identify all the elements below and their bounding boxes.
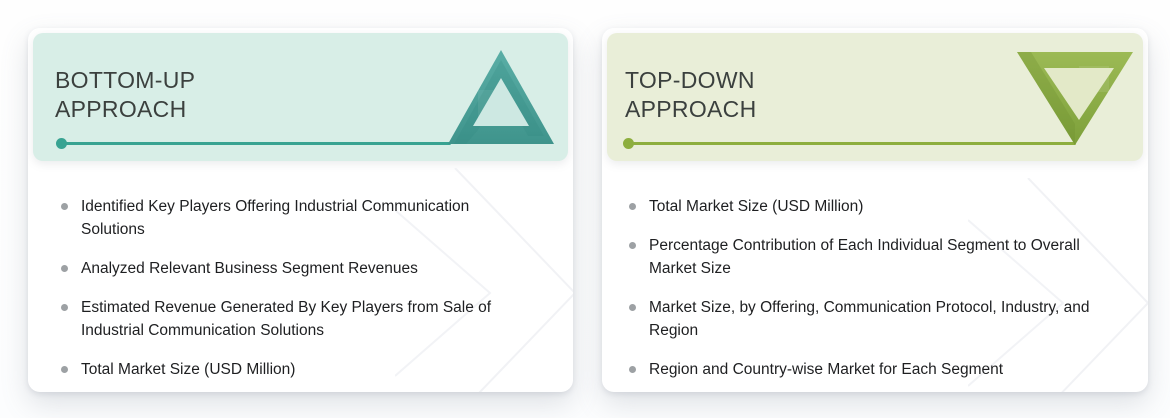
list-item: Total Market Size (USD Million) <box>61 358 513 381</box>
list-item-text: Identified Key Players Offering Industri… <box>81 198 470 238</box>
methodology-list: Identified Key Players Offering Industri… <box>61 195 513 392</box>
list-item-text: Percentage Contribution of Each Individu… <box>649 237 1080 277</box>
list-item-text: Market Size, by Offering, Communication … <box>649 299 1090 339</box>
list-item-text: Total Market Size (USD Million) <box>649 198 864 215</box>
bullet-dot-icon <box>61 265 68 272</box>
list-item: Region and Country-wise Market for Each … <box>629 358 1111 381</box>
list-item-text: Total Market Size (USD Million) <box>81 361 296 378</box>
bullet-dot-icon <box>629 366 636 373</box>
list-item: Total Market Size (USD Million) <box>629 195 1111 218</box>
list-item-text: Estimated Revenue Generated By Key Playe… <box>81 299 492 339</box>
top-down-header: TOP-DOWN APPROACH <box>607 33 1143 161</box>
list-item: Market Size, by Offering, Communication … <box>629 296 1111 342</box>
methodology-list: Total Market Size (USD Million) Percenta… <box>629 195 1111 392</box>
card-title-line2: APPROACH <box>55 96 187 122</box>
bullet-dot-icon <box>629 304 636 311</box>
triangle-up-icon <box>448 50 554 149</box>
timeline-line <box>61 142 451 145</box>
list-item-text: Region and Country-wise Market for Each … <box>649 361 1004 378</box>
bottom-up-card: BOTTOM-UP APPROACH Identif <box>28 28 573 392</box>
bullet-dot-icon <box>61 366 68 373</box>
card-title: TOP-DOWN APPROACH <box>625 66 756 124</box>
bullet-dot-icon <box>61 304 68 311</box>
list-item: Identified Key Players Offering Industri… <box>61 195 513 241</box>
bullet-dot-icon <box>61 203 68 210</box>
top-down-card: TOP-DOWN APPROACH Total Ma <box>602 28 1148 392</box>
bullet-dot-icon <box>629 203 636 210</box>
card-title-line2: APPROACH <box>625 96 757 122</box>
bottom-up-header: BOTTOM-UP APPROACH <box>33 33 568 161</box>
card-title: BOTTOM-UP APPROACH <box>55 66 195 124</box>
list-item: Estimated Revenue Generated By Key Playe… <box>61 296 513 342</box>
timeline-line <box>628 142 1076 145</box>
triangle-down-icon <box>1017 52 1133 150</box>
list-item: Analyzed Relevant Business Segment Reven… <box>61 257 513 280</box>
list-item: Percentage Contribution of Each Individu… <box>629 234 1111 280</box>
card-title-line1: BOTTOM-UP <box>55 67 196 93</box>
bullet-dot-icon <box>629 242 636 249</box>
card-title-line1: TOP-DOWN <box>625 67 755 93</box>
list-item-text: Analyzed Relevant Business Segment Reven… <box>81 260 418 277</box>
